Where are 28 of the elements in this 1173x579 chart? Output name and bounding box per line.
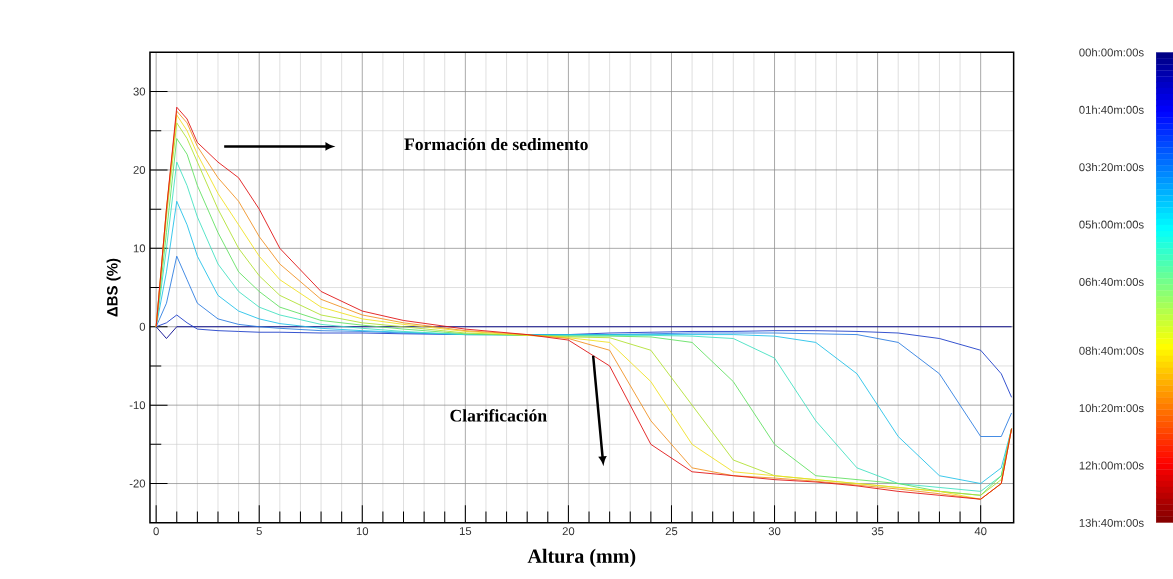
x-tick-label: 20 [562,527,575,536]
x-axis-title: Altura (mm) [527,548,636,568]
y-tick-label: 20 [133,166,146,175]
y-tick-label: 0 [139,322,146,331]
color-bar-label: 06h:40m:00s [1079,277,1144,287]
color-bar-label: 10h:20m:00s [1079,404,1144,413]
annotation: Formación de sedimento [404,138,588,151]
x-tick-label: 5 [256,527,262,536]
color-bar-label: 03h:20m:00s [1079,163,1144,172]
annotation: Clarificación [450,409,547,422]
y-axis-title: ΔBS (%) [106,258,121,317]
x-tick-label: 30 [768,527,781,536]
y-tick-label: -20 [129,479,146,488]
y-tick-label: 30 [133,87,146,96]
color-bar-label: 12h:00m:00s [1079,461,1144,470]
x-tick-label: 15 [459,527,472,536]
color-bar-label: 00h:00m:00s [1079,48,1144,57]
y-tick-label: -10 [129,401,146,410]
x-tick-label: 0 [153,527,159,536]
x-tick-label: 35 [871,527,884,536]
x-tick-label: 40 [974,527,987,536]
x-tick-label: 10 [356,527,369,536]
color-bar-label: 05h:00m:00s [1079,220,1144,229]
x-tick-label: 25 [665,527,678,536]
y-tick-label: 10 [133,244,146,253]
color-bar-label: 08h:40m:00s [1079,346,1144,355]
color-bar-label: 01h:40m:00s [1079,105,1144,115]
color-bar-label: 13h:40m:00s [1079,518,1144,528]
